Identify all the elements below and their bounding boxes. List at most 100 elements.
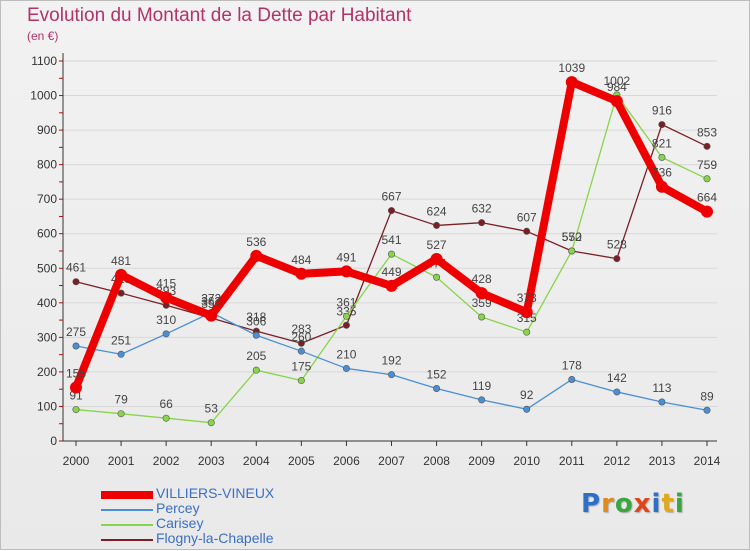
data-point-percey — [297, 347, 305, 355]
data-label-percey: 210 — [336, 347, 356, 361]
legend-swatch — [101, 539, 153, 541]
data-point-percey — [117, 350, 125, 358]
legend-item-carisey: Carisey — [101, 515, 401, 532]
data-label-percey: 142 — [607, 371, 627, 385]
data-label-villiers-vineux: 373 — [517, 291, 537, 305]
legend-item-villiers-vineux: VILLIERS-VINEUX — [101, 486, 401, 502]
data-label-carisey: 572 — [562, 230, 582, 244]
logo-letter: x — [633, 489, 652, 519]
data-label-flogny-la-chapelle: 624 — [427, 204, 447, 218]
data-label-carisey: 361 — [336, 295, 356, 309]
data-label-villiers-vineux: 984 — [607, 80, 627, 94]
legend-swatch — [101, 491, 153, 499]
data-label-villiers-vineux: 481 — [111, 254, 131, 268]
data-label-flogny-la-chapelle: 667 — [381, 190, 401, 204]
data-point-villiers-vineux — [250, 249, 263, 262]
data-point-flogny-la-chapelle — [72, 278, 80, 286]
data-point-villiers-vineux — [475, 287, 488, 300]
data-point-villiers-vineux — [655, 180, 668, 193]
data-label-villiers-vineux: 449 — [381, 265, 401, 279]
data-point-percey — [433, 384, 441, 392]
data-point-carisey — [297, 377, 305, 385]
logo-letter: o — [614, 489, 634, 519]
data-point-flogny-la-chapelle — [478, 219, 486, 227]
data-label-percey: 372 — [201, 291, 221, 305]
logo-letter: P — [581, 489, 602, 519]
x-tick-label: 2008 — [423, 454, 450, 468]
data-point-carisey — [703, 175, 711, 183]
data-label-percey: 89 — [700, 389, 714, 403]
x-tick-label: 2005 — [288, 454, 315, 468]
logo-letter: r — [601, 489, 615, 519]
x-tick-label: 2014 — [694, 454, 721, 468]
x-tick-label: 2009 — [468, 454, 495, 468]
legend-swatch — [101, 524, 153, 526]
data-label-carisey: 79 — [114, 393, 128, 407]
y-tick-label: 800 — [37, 158, 57, 172]
data-label-flogny-la-chapelle: 318 — [246, 310, 266, 324]
data-point-flogny-la-chapelle — [613, 255, 621, 263]
proxiti-logo: Proxiti — [581, 489, 685, 519]
data-point-flogny-la-chapelle — [342, 321, 350, 329]
data-point-flogny-la-chapelle — [297, 339, 305, 347]
chart-title: Evolution du Montant de la Dette par Hab… — [27, 5, 412, 26]
logo-letter: i — [674, 489, 685, 519]
data-point-carisey — [433, 273, 441, 281]
data-point-percey — [568, 376, 576, 384]
data-point-flogny-la-chapelle — [703, 142, 711, 150]
y-tick-label: 300 — [37, 330, 57, 344]
data-label-percey: 92 — [520, 388, 534, 402]
data-point-flogny-la-chapelle — [433, 221, 441, 229]
data-label-carisey: 53 — [205, 402, 219, 416]
data-label-villiers-vineux: 428 — [472, 272, 492, 286]
data-label-percey: 113 — [652, 381, 671, 395]
logo-letter: t — [661, 489, 675, 519]
data-label-villiers-vineux: 536 — [246, 235, 266, 249]
y-tick-label: 1100 — [31, 54, 57, 68]
y-tick-label: 400 — [37, 296, 57, 310]
data-point-carisey — [162, 414, 170, 422]
x-tick-label: 2007 — [378, 454, 405, 468]
data-label-percey: 192 — [381, 354, 401, 368]
data-label-flogny-la-chapelle: 461 — [66, 261, 86, 275]
legend-swatch — [101, 509, 153, 511]
data-label-villiers-vineux: 155 — [66, 366, 86, 380]
logo-letter: i — [651, 489, 662, 519]
legend-item-flogny-la-chapelle: Flogny-la-Chapelle — [101, 531, 401, 547]
x-tick-label: 2004 — [243, 454, 270, 468]
data-label-flogny-la-chapelle: 283 — [291, 322, 311, 336]
data-label-flogny-la-chapelle: 632 — [472, 202, 492, 216]
data-label-percey: 310 — [156, 313, 176, 327]
data-label-villiers-vineux: 363 — [201, 295, 221, 309]
data-point-carisey — [478, 313, 486, 321]
data-point-villiers-vineux — [565, 76, 578, 89]
data-point-villiers-vineux — [340, 265, 353, 278]
data-point-villiers-vineux — [205, 309, 218, 322]
legend-label: Carisey — [156, 515, 204, 531]
data-point-carisey — [387, 250, 395, 258]
x-tick-label: 2011 — [559, 454, 585, 468]
data-point-percey — [478, 396, 486, 404]
data-label-carisey: 759 — [697, 158, 717, 172]
x-tick-label: 2003 — [198, 454, 225, 468]
x-tick-label: 2006 — [333, 454, 360, 468]
y-tick-label: 700 — [37, 192, 57, 206]
data-label-percey: 275 — [66, 325, 86, 339]
x-tick-label: 2001 — [108, 454, 135, 468]
data-point-villiers-vineux — [430, 252, 443, 265]
data-label-carisey: 175 — [291, 360, 311, 374]
y-tick-label: 600 — [37, 227, 57, 241]
data-point-percey — [72, 342, 80, 350]
data-point-carisey — [523, 328, 531, 336]
data-label-percey: 178 — [562, 359, 582, 373]
data-point-carisey — [658, 153, 666, 161]
data-label-flogny-la-chapelle: 916 — [652, 104, 672, 118]
y-tick-label: 1000 — [30, 89, 57, 103]
chart-subtitle: (en €) — [27, 29, 59, 43]
data-point-carisey — [568, 247, 576, 255]
x-tick-label: 2000 — [63, 454, 90, 468]
data-point-percey — [613, 388, 621, 396]
data-point-flogny-la-chapelle — [387, 207, 395, 215]
data-label-flogny-la-chapelle: 335 — [336, 304, 356, 318]
